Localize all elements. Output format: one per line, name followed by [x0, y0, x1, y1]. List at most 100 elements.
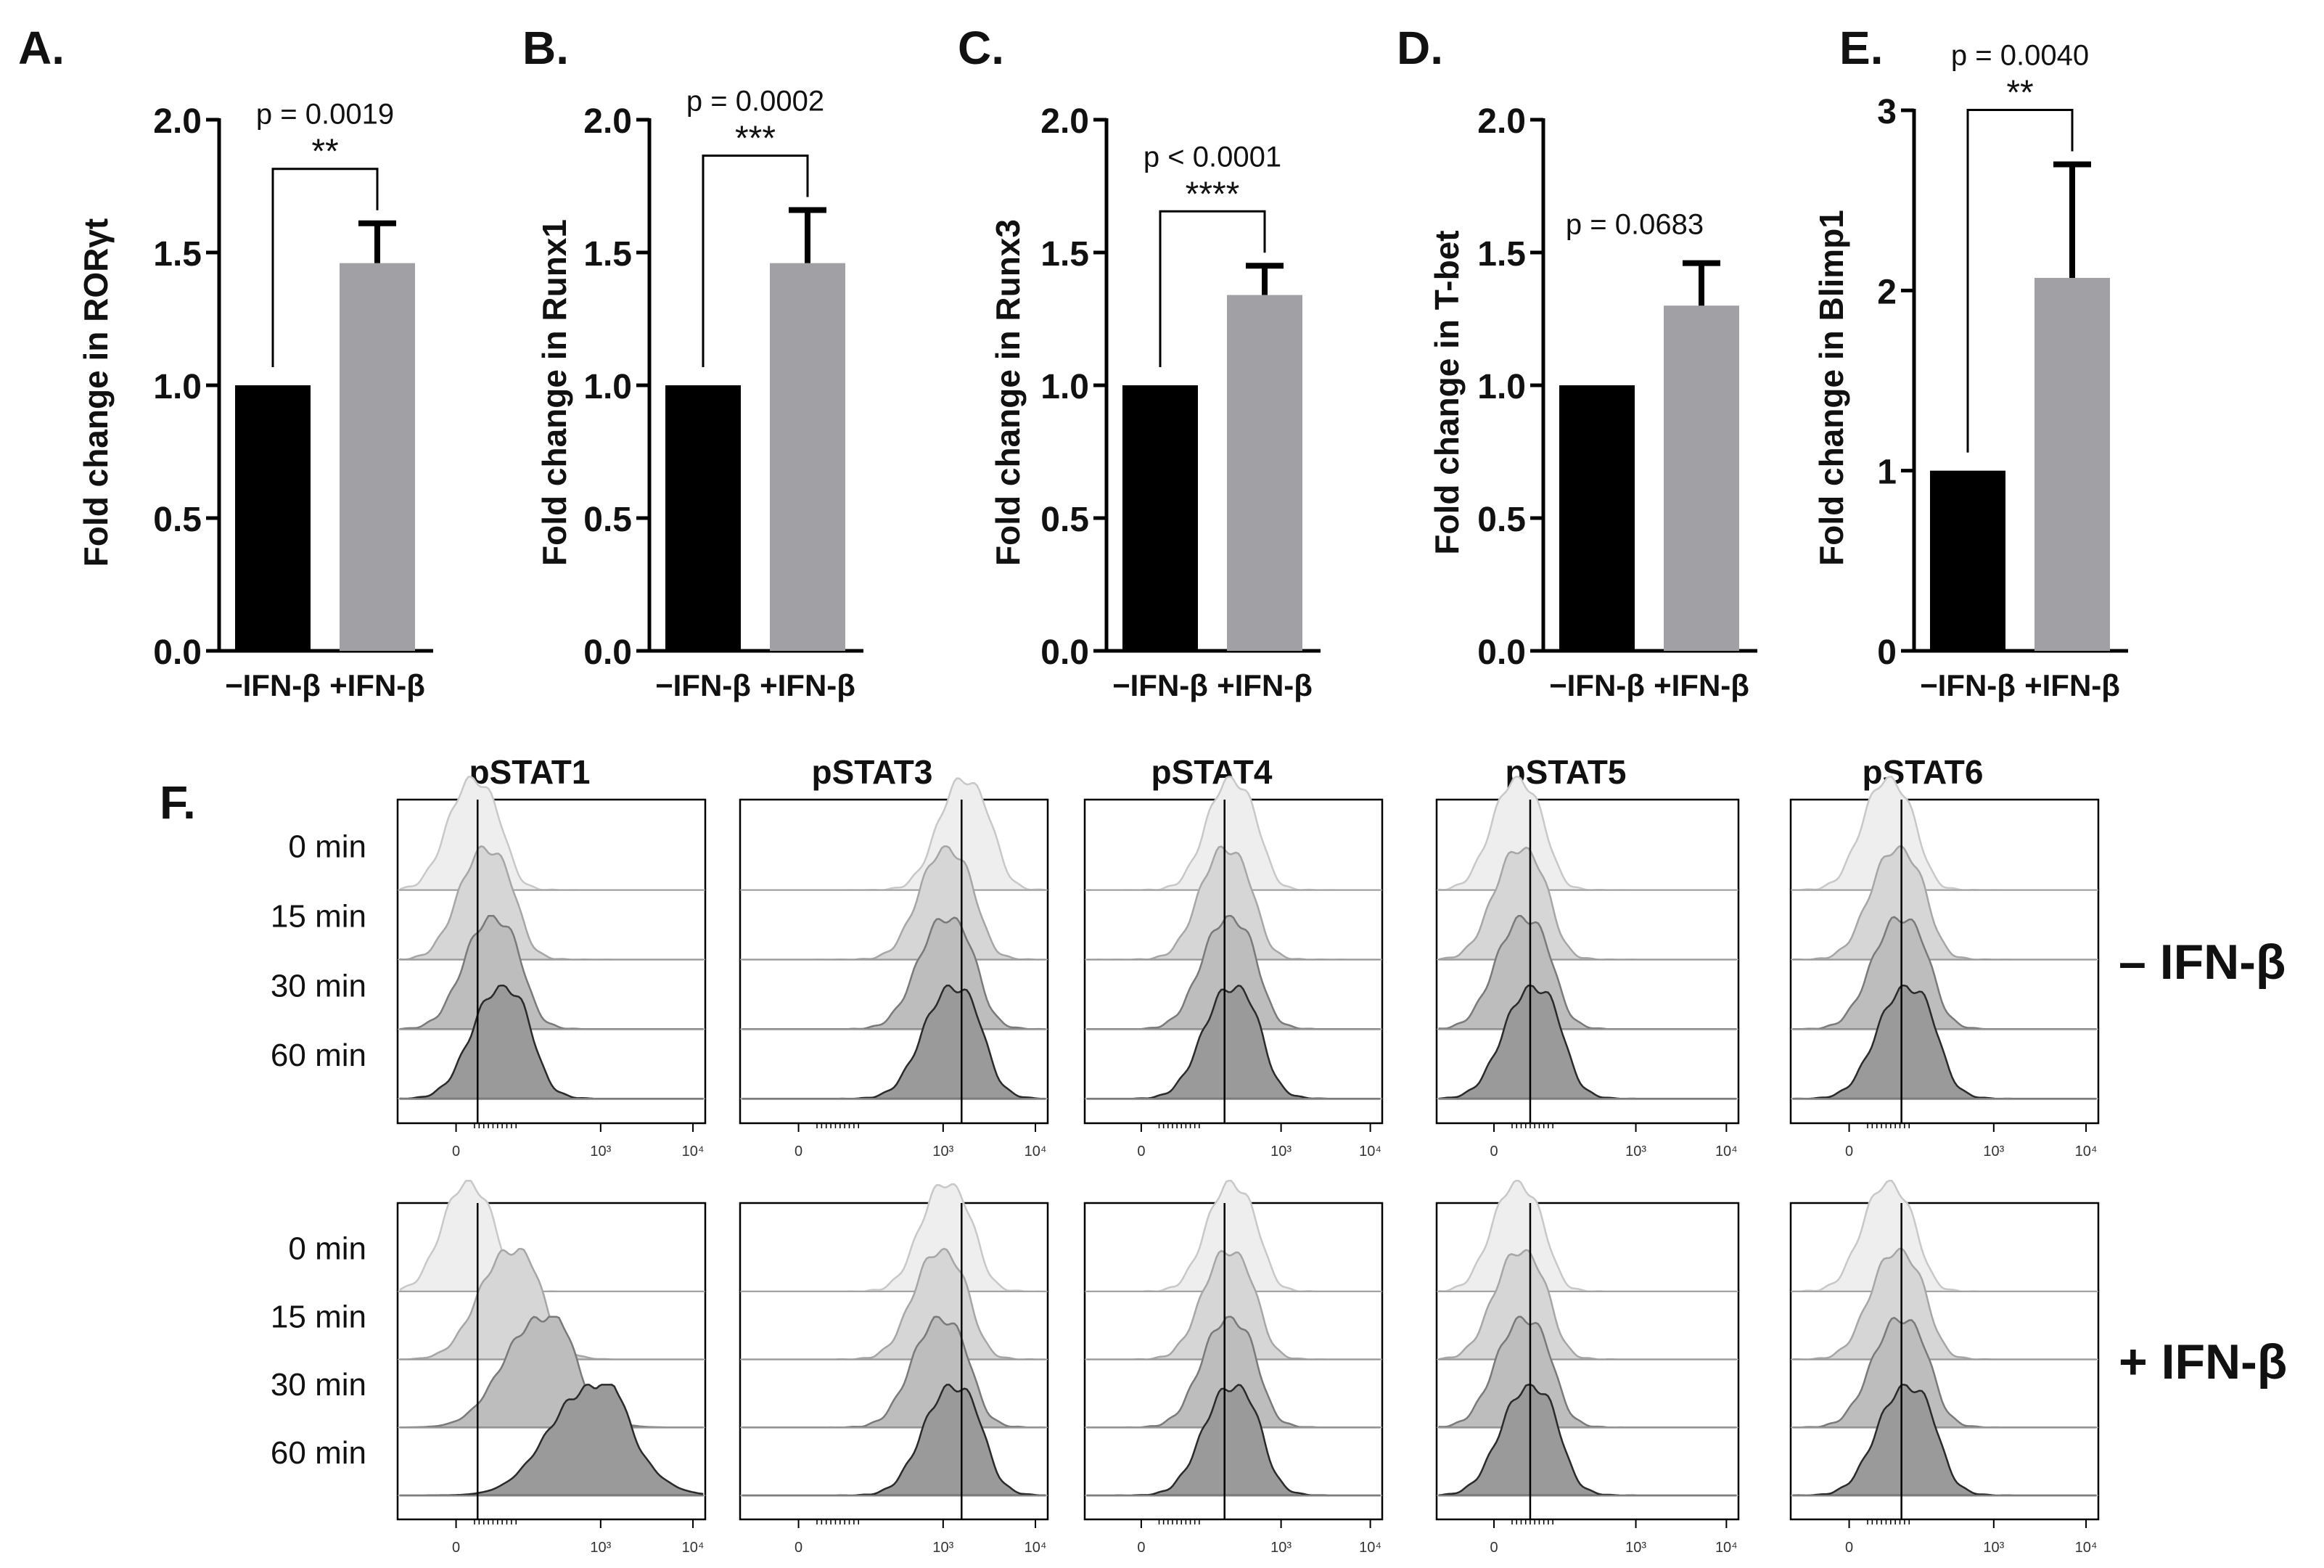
x-tick-label: 10⁴ — [1359, 1540, 1381, 1556]
column-header-pstat1: pSTAT1 — [469, 753, 591, 791]
histogram-frame — [739, 1202, 1049, 1521]
p-value-label: p = 0.0683 — [1566, 209, 1704, 241]
y-axis-label: Fold change in RORγt — [77, 218, 115, 567]
bar-minus-ifn — [1122, 385, 1198, 651]
y-tick-label: 0.5 — [1477, 501, 1526, 539]
bar-plus-ifn — [1664, 305, 1739, 651]
bar-charts: A. 0.0 0.5 1.0 1.5 2.0 Fold change in RORγt −IF… — [18, 22, 2128, 702]
y-tick-label: 0.0 — [1040, 633, 1089, 672]
significance-stars: ** — [2006, 74, 2033, 112]
y-axis-label: Fold change in T-bet — [1428, 230, 1466, 554]
column-header-pstat3: pSTAT3 — [812, 753, 933, 791]
y-tick-label: 0.5 — [153, 501, 202, 539]
column-header-pstat4: pSTAT4 — [1151, 753, 1273, 791]
bar-chart-d: D. 0.0 0.5 1.0 1.5 2.0 Fold change in T-bet −IF… — [1397, 22, 1757, 702]
x-tick-label: 10⁴ — [682, 1144, 705, 1159]
y-tick-label: 0.0 — [583, 633, 632, 672]
x-tick-label: +IFN-β — [1217, 668, 1313, 702]
y-tick-label: 1.5 — [1477, 235, 1526, 274]
x-tick-label: 10³ — [1983, 1540, 2004, 1556]
histogram-pstat3-plus: 0 10³ 10⁴ — [739, 1183, 1049, 1556]
time-label: 30 min — [271, 968, 366, 1003]
bar-minus-ifn — [1930, 470, 2005, 651]
x-tick-label: 0 — [1845, 1540, 1853, 1556]
y-tick-label: 2.0 — [153, 102, 202, 141]
histogram-pstat5-plus: 0 10³ 10⁴ — [1435, 1179, 1740, 1556]
time-label: 60 min — [271, 1435, 366, 1471]
x-tick-label: 10³ — [1270, 1144, 1292, 1159]
x-tick-label: 10³ — [932, 1144, 953, 1159]
y-tick-label: 1 — [1877, 453, 1897, 492]
x-tick-label: 0 — [1137, 1144, 1145, 1159]
time-label: 0 min — [288, 1231, 366, 1267]
x-tick-label: 10⁴ — [682, 1540, 705, 1556]
y-tick-label: 1.5 — [583, 235, 632, 274]
y-tick-label: 0.0 — [1477, 633, 1526, 672]
panel-letter-f: F. — [160, 776, 196, 829]
histogram-frame — [1435, 798, 1740, 1125]
x-tick-label: 10⁴ — [1359, 1144, 1381, 1159]
p-value-label: p = 0.0040 — [1951, 40, 2089, 72]
x-tick-label: 0 — [1490, 1144, 1498, 1159]
bar-minus-ifn — [1559, 385, 1635, 651]
significance-bracket — [702, 154, 809, 367]
y-tick-label: 1.0 — [1477, 368, 1526, 406]
y-tick-label: 0.5 — [583, 501, 632, 539]
x-tick-label: 10⁴ — [1715, 1144, 1738, 1159]
y-tick-label: 3 — [1877, 93, 1897, 131]
time-label: 60 min — [271, 1038, 366, 1073]
y-tick-label: 2 — [1877, 273, 1897, 311]
x-tick-label: −IFN-β — [1549, 668, 1645, 702]
p-value-label: p < 0.0001 — [1143, 141, 1281, 173]
panel-letter: E. — [1839, 22, 1883, 74]
y-tick-label: 0 — [1877, 633, 1897, 672]
x-tick-label: 0 — [1137, 1540, 1145, 1556]
y-tick-label: 2.0 — [1477, 102, 1526, 141]
x-tick-label: 10⁴ — [2075, 1144, 2098, 1159]
bar-chart-c: C. 0.0 0.5 1.0 1.5 2.0 Fold change in Runx3 −IF… — [958, 22, 1321, 702]
y-axis-label: Fold change in Blimp1 — [1812, 210, 1850, 566]
x-tick-label: 0 — [452, 1144, 460, 1159]
p-value-label: p = 0.0019 — [256, 99, 394, 131]
x-tick-label: +IFN-β — [2024, 668, 2120, 702]
time-label: 30 min — [271, 1367, 366, 1403]
y-tick-label: 2.0 — [1040, 102, 1089, 141]
y-axis-label: Fold change in Runx3 — [989, 219, 1027, 566]
x-tick-label: −IFN-β — [655, 668, 751, 702]
bar-plus-ifn — [1227, 295, 1302, 651]
x-tick-label: 10³ — [1270, 1540, 1292, 1556]
y-tick-label: 0.5 — [1040, 501, 1089, 539]
x-tick-label: 10⁴ — [1715, 1540, 1738, 1556]
x-tick-label: 10³ — [590, 1540, 611, 1556]
histogram-pstat6-plus: 0 10³ 10⁴ — [1789, 1179, 2100, 1556]
histogram-pstat4-minus: 0 10³ 10⁴ — [1083, 776, 1384, 1159]
x-tick-label: −IFN-β — [1112, 668, 1208, 702]
y-axis-label: Fold change in Runx1 — [535, 219, 573, 566]
significance-stars: **** — [1186, 175, 1240, 213]
x-tick-label: 10³ — [590, 1144, 611, 1159]
y-tick-label: 1.0 — [153, 368, 202, 406]
significance-bracket — [1159, 210, 1266, 367]
panel-letter: D. — [1397, 22, 1443, 74]
time-label: 15 min — [271, 898, 366, 934]
x-tick-label: 10⁴ — [2075, 1540, 2098, 1556]
condition-label: – IFN-β — [2119, 935, 2286, 990]
x-tick-label: 10⁴ — [1025, 1144, 1047, 1159]
histogram-pstat5-minus: 0 10³ 10⁴ — [1435, 776, 1740, 1159]
y-tick-label: 1.0 — [583, 368, 632, 406]
x-tick-label: 10³ — [1983, 1144, 2004, 1159]
bar-chart-e: E. 0 1 2 3 Fold change in Blimp1 −IFN-β +IFN-β *… — [1812, 22, 2128, 702]
y-tick-label: 2.0 — [583, 102, 632, 141]
bar-chart-a: A. 0.0 0.5 1.0 1.5 2.0 Fold change in RORγt −IF… — [18, 22, 433, 702]
significance-bracket — [1966, 109, 2074, 453]
x-tick-label: 0 — [794, 1144, 802, 1159]
x-tick-label: +IFN-β — [760, 668, 855, 702]
x-tick-label: 0 — [452, 1540, 460, 1556]
column-header-pstat5: pSTAT5 — [1506, 753, 1627, 791]
histogram-pstat4-plus: 0 10³ 10⁴ — [1083, 1179, 1384, 1556]
x-tick-label: −IFN-β — [225, 668, 321, 702]
panel-letter: A. — [18, 22, 65, 74]
time-label: 0 min — [288, 829, 366, 864]
x-tick-label: −IFN-β — [1920, 668, 2016, 702]
